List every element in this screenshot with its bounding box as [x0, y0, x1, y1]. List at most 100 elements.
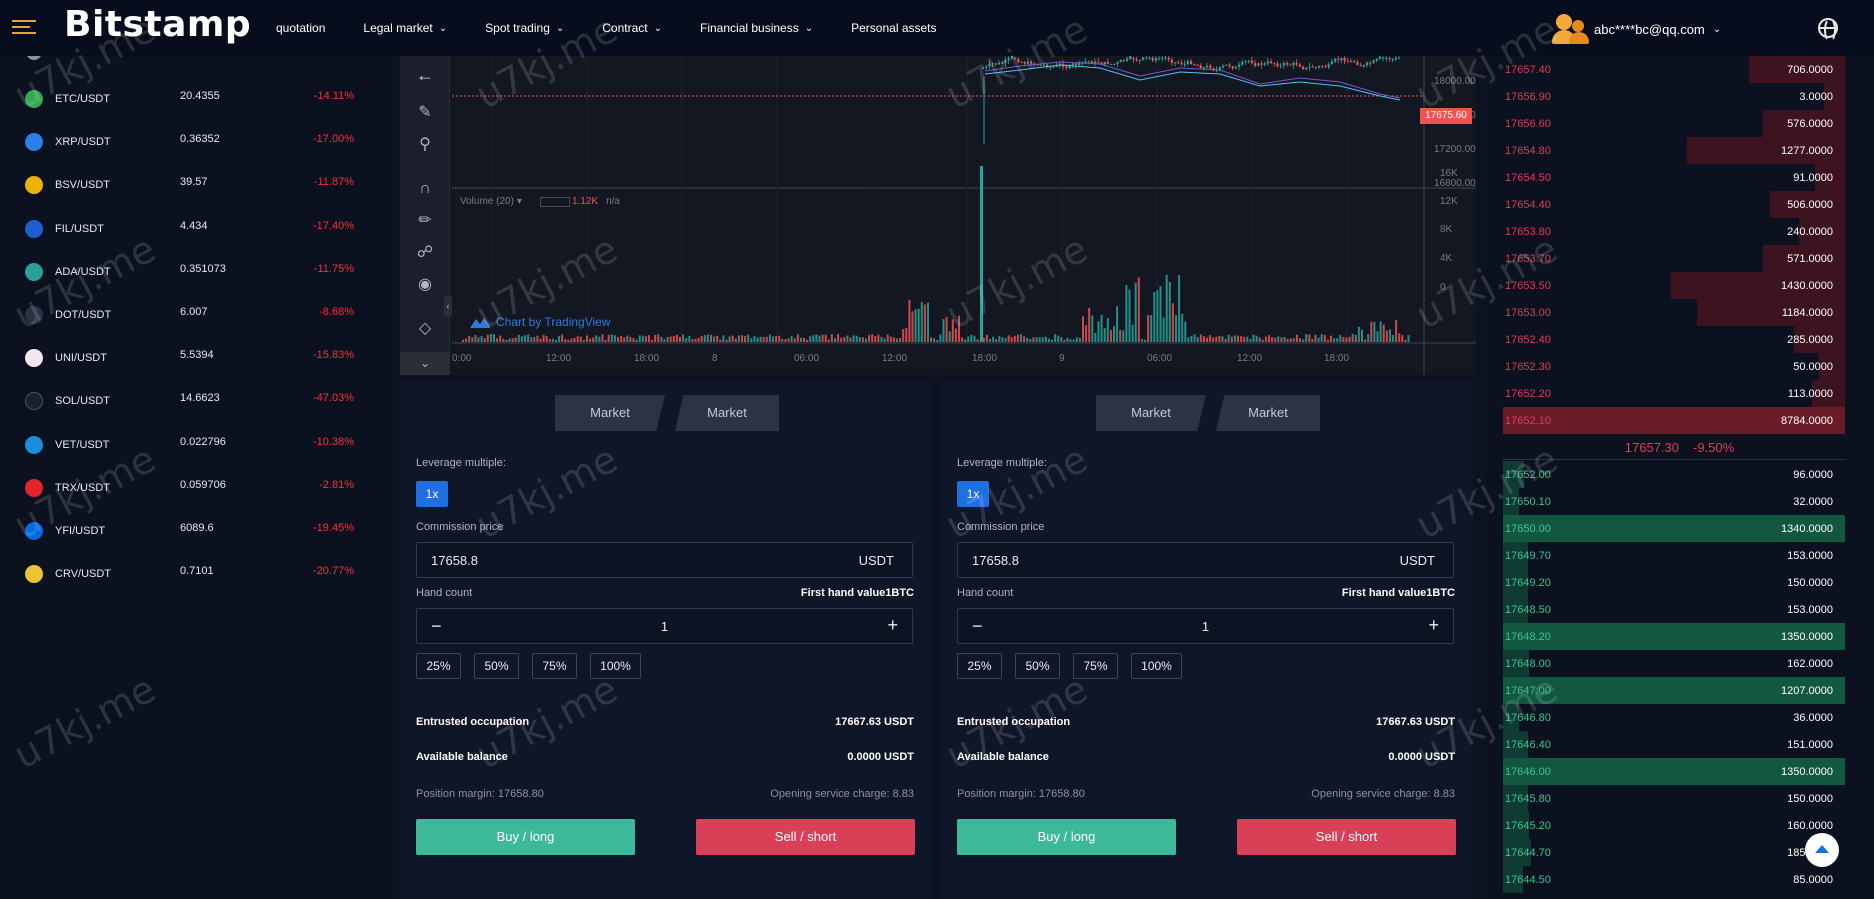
ask-row[interactable]: 17653.80 240.0000: [1503, 218, 1845, 245]
bid-row[interactable]: 17645.80 150.0000: [1503, 785, 1845, 812]
market-row[interactable]: XRP/USDT 0.36352 -17.00%: [0, 121, 392, 164]
nav-item-financial-business[interactable]: Financial business ⌄: [700, 21, 813, 35]
brand-logo[interactable]: Bitstamp: [64, 4, 252, 45]
percent-button-25[interactable]: 25%: [416, 653, 461, 679]
hand-count-stepper[interactable]: − 1 +: [957, 608, 1454, 644]
commission-price-input[interactable]: 17658.8 USDT: [416, 542, 913, 578]
nav-item-legal-market[interactable]: Legal market ⌄: [363, 21, 447, 35]
bid-row[interactable]: 17647.00 1207.0000: [1503, 677, 1845, 704]
chevron-down-icon[interactable]: ▾: [516, 196, 522, 207]
percent-button-100[interactable]: 100%: [590, 653, 641, 679]
market-row[interactable]: TRX/USDT 0.059706 -2.81%: [0, 467, 392, 510]
tab-market[interactable]: Market: [1096, 395, 1206, 431]
ask-row[interactable]: 17653.50 1430.0000: [1503, 272, 1845, 299]
ask-row[interactable]: 17653.70 571.0000: [1503, 245, 1845, 272]
commission-price-input[interactable]: 17658.8 USDT: [957, 542, 1454, 578]
market-row[interactable]: SOL/USDT 14.6623 -47.03%: [0, 380, 392, 423]
percent-button-75[interactable]: 75%: [1073, 653, 1118, 679]
market-row[interactable]: BSV/USDT 39.57 -11.87%: [0, 164, 392, 207]
ask-row[interactable]: 17652.30 50.0000: [1503, 353, 1845, 380]
bid-row[interactable]: 17648.50 153.0000: [1503, 596, 1845, 623]
zoom-in-icon[interactable]: ⚲: [419, 136, 431, 153]
leverage-button[interactable]: 1x: [957, 481, 989, 507]
eye-icon[interactable]: ◉: [418, 276, 432, 293]
market-price: 0.022796: [180, 435, 226, 448]
ask-row[interactable]: 17656.90 3.0000: [1503, 83, 1845, 110]
nav-item-contract[interactable]: Contract ⌄: [602, 21, 662, 35]
percent-button-100[interactable]: 100%: [1131, 653, 1182, 679]
magnet-icon[interactable]: ∩: [419, 180, 431, 197]
ask-row[interactable]: 17654.40 506.0000: [1503, 191, 1845, 218]
buy-long-button[interactable]: Buy / long: [416, 819, 635, 855]
back-arrow-icon[interactable]: ←: [416, 65, 434, 85]
ask-row[interactable]: 17652.20 113.0000: [1503, 380, 1845, 407]
ask-row[interactable]: 17654.80 1277.0000: [1503, 137, 1845, 164]
bid-row[interactable]: 17644.70185.0000: [1503, 839, 1845, 866]
bid-price: 17652.00: [1505, 469, 1551, 481]
ruler-icon[interactable]: ✎: [418, 104, 432, 121]
market-row[interactable]: YFI/USDT 6089.6 -19.45%: [0, 510, 392, 553]
price-chart[interactable]: ← ✎ ⚲ ∩ ✏ ☍ ◉ ◇ ⌄ ‹ 18000.0017600.001720…: [400, 56, 1476, 375]
ask-row[interactable]: 17654.50 91.0000: [1503, 164, 1845, 191]
bid-row[interactable]: 17650.10 32.0000: [1503, 488, 1845, 515]
ask-row[interactable]: 17656.60 576.0000: [1503, 110, 1845, 137]
draw-lock-icon[interactable]: ✏: [418, 212, 432, 229]
volume-bar: [868, 334, 871, 342]
bid-row[interactable]: 17649.70 153.0000: [1503, 542, 1845, 569]
market-row[interactable]: UNI/USDT 5.5394 -15.83%: [0, 337, 392, 380]
bid-row[interactable]: 17645.20 160.0000: [1503, 812, 1845, 839]
bid-row[interactable]: 17646.00 1350.0000: [1503, 758, 1845, 785]
ask-row[interactable]: 17652.40 285.0000: [1503, 326, 1845, 353]
volume-bar: [1376, 331, 1379, 342]
sidebar-toggle-icon[interactable]: ‹: [444, 296, 452, 316]
bid-row[interactable]: 17648.00 162.0000: [1503, 650, 1845, 677]
nav-item-quotation[interactable]: quotation: [276, 21, 325, 35]
layers-icon[interactable]: ◇: [418, 320, 432, 337]
volume-bar: [1131, 324, 1134, 342]
user-menu[interactable]: abc****bc@qq.com ⌄: [1552, 12, 1721, 46]
bid-row[interactable]: 17649.20 150.0000: [1503, 569, 1845, 596]
ask-row[interactable]: 17657.40 706.0000: [1503, 56, 1845, 83]
tab-market-2[interactable]: Market: [675, 395, 779, 431]
hand-count-stepper[interactable]: − 1 +: [416, 608, 913, 644]
bid-row[interactable]: 17646.80 36.0000: [1503, 704, 1845, 731]
lock-icon[interactable]: ☍: [416, 244, 434, 261]
buy-long-button[interactable]: Buy / long: [957, 819, 1176, 855]
tab-market[interactable]: Market: [555, 395, 665, 431]
minus-icon[interactable]: −: [431, 616, 442, 636]
percent-button-75[interactable]: 75%: [532, 653, 577, 679]
tradingview-logo[interactable]: Chart by TradingView: [470, 315, 611, 329]
ask-row[interactable]: 17652.10 8784.0000: [1503, 407, 1845, 434]
leverage-button[interactable]: 1x: [416, 481, 448, 507]
sell-short-button[interactable]: Sell / short: [696, 819, 915, 855]
percent-button-50[interactable]: 50%: [1015, 653, 1060, 679]
tab-market-2[interactable]: Market: [1216, 395, 1320, 431]
ask-row[interactable]: 17653.00 1184.0000: [1503, 299, 1845, 326]
market-row[interactable]: CRV/USDT 0.7101 -20.77%: [0, 553, 392, 596]
market-row[interactable]: ETC/USDT 20.4355 -14.11%: [0, 78, 392, 121]
minus-icon[interactable]: −: [972, 616, 983, 636]
bid-row[interactable]: 17648.20 1350.0000: [1503, 623, 1845, 650]
volume-settings-icon[interactable]: [540, 196, 570, 207]
bid-row[interactable]: 17652.00 96.0000: [1503, 461, 1845, 488]
scroll-to-top-button[interactable]: [1805, 833, 1839, 867]
sell-short-button[interactable]: Sell / short: [1237, 819, 1456, 855]
market-row[interactable]: ADA/USDT 0.351073 -11.75%: [0, 251, 392, 294]
nav-item-spot-trading[interactable]: Spot trading ⌄: [485, 21, 564, 35]
plus-icon[interactable]: +: [887, 615, 898, 635]
nav-item-personal-assets[interactable]: Personal assets: [851, 21, 936, 35]
candle-body: [1058, 63, 1061, 66]
menu-icon[interactable]: [12, 20, 36, 36]
bid-row[interactable]: 17646.40 151.0000: [1503, 731, 1845, 758]
percent-button-50[interactable]: 50%: [474, 653, 519, 679]
market-row[interactable]: VET/USDT 0.022796 -10.38%: [0, 424, 392, 467]
market-row[interactable]: DOT/USDT 6.007 -8.68%: [0, 294, 392, 337]
market-row[interactable]: FIL/USDT 4.434 -17.40%: [0, 208, 392, 251]
bid-qty: 162.0000: [1787, 658, 1833, 670]
percent-button-25[interactable]: 25%: [957, 653, 1002, 679]
collapse-chevron-icon[interactable]: ⌄: [400, 352, 450, 375]
bid-row[interactable]: 17644.50 85.0000: [1503, 866, 1845, 893]
language-globe-icon[interactable]: [1818, 18, 1838, 42]
bid-row[interactable]: 17650.00 1340.0000: [1503, 515, 1845, 542]
plus-icon[interactable]: +: [1428, 615, 1439, 635]
